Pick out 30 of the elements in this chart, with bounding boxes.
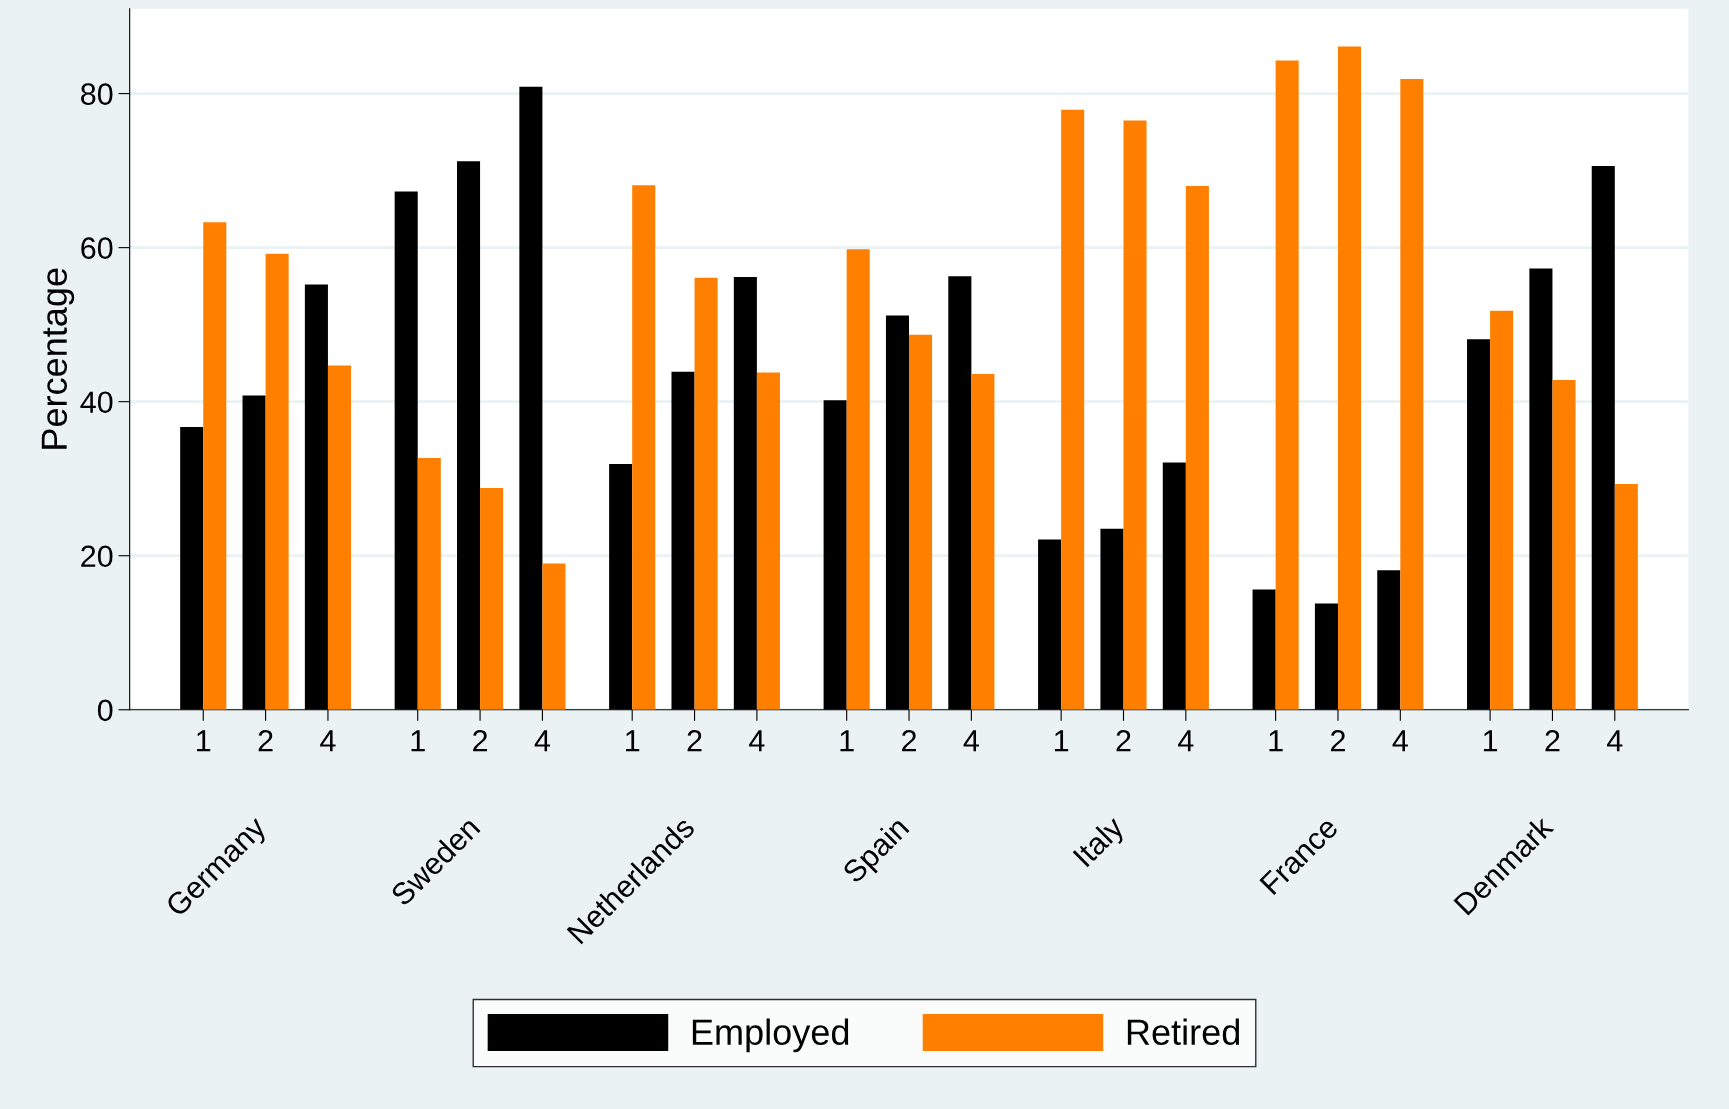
y-tick-label: 80 [81, 83, 113, 105]
x-tick-label: 2 [1545, 730, 1560, 752]
x-tick-label: 4 [1178, 730, 1194, 752]
x-tick-label: 4 [963, 730, 979, 752]
x-tick-label: 4 [749, 730, 765, 752]
x-tick-label: 2 [258, 730, 273, 752]
y-tick-label: 0 [97, 699, 113, 722]
text: Employed [692, 1018, 849, 1053]
x-tick-label: 2 [902, 730, 916, 752]
x-tick-label: 1 [626, 730, 640, 752]
x-tick-label: 1 [1483, 730, 1498, 752]
y-tick-label: 60 [81, 237, 113, 260]
text: Italy [1071, 813, 1130, 872]
x-tick-label: 1 [411, 730, 425, 752]
y-tick-label: 40 [80, 391, 113, 414]
x-tick-label: 1 [1054, 730, 1069, 752]
y-tick-label: 20 [81, 545, 113, 568]
y-axis-title: Percentage [41, 268, 75, 449]
x-tick-label: 1 [1269, 730, 1283, 752]
x-tick-label: 4 [534, 730, 551, 752]
x-tick-label: 4 [1392, 730, 1408, 752]
x-tick-label: 4 [1607, 730, 1623, 752]
x-tick-label: 2 [473, 730, 488, 752]
x-tick-label: 2 [1331, 730, 1345, 752]
x-tick-label: 2 [1116, 730, 1131, 752]
x-tick-label: 4 [320, 730, 336, 752]
legend-label: Retired [1127, 1018, 1239, 1046]
x-tick-label: 1 [197, 730, 211, 752]
x-tick-label: 2 [687, 730, 702, 752]
x-tick-label: 1 [840, 730, 854, 752]
